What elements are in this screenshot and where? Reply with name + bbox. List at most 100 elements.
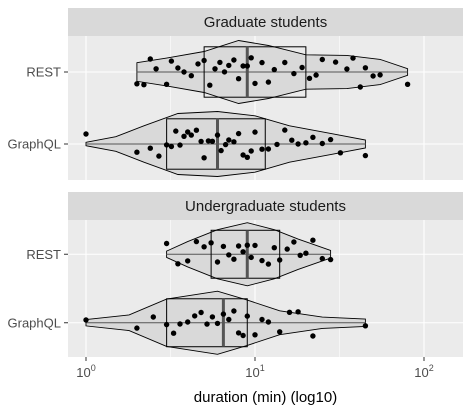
data-point bbox=[252, 332, 258, 338]
data-point bbox=[240, 332, 246, 339]
data-point bbox=[244, 313, 250, 319]
box-rest bbox=[210, 229, 281, 279]
facet-title: Graduate students bbox=[204, 14, 327, 31]
facet-strip bbox=[68, 192, 463, 220]
data-point bbox=[310, 237, 316, 243]
data-point bbox=[193, 127, 200, 133]
data-point bbox=[173, 128, 179, 134]
y-tick-label: GraphQL bbox=[8, 315, 61, 330]
data-point bbox=[217, 59, 223, 66]
data-point bbox=[295, 309, 301, 315]
y-tick-label: REST bbox=[26, 65, 61, 80]
data-point bbox=[319, 56, 325, 63]
data-point bbox=[226, 62, 232, 69]
data-point bbox=[83, 317, 89, 323]
data-point bbox=[185, 319, 191, 325]
data-point bbox=[362, 323, 369, 329]
data-point bbox=[235, 330, 242, 336]
data-point bbox=[240, 249, 246, 255]
data-point bbox=[327, 136, 334, 143]
data-point bbox=[193, 238, 200, 245]
data-point bbox=[208, 240, 214, 246]
data-point bbox=[306, 75, 313, 82]
data-point bbox=[259, 146, 265, 152]
data-point bbox=[252, 80, 258, 87]
data-point bbox=[291, 70, 297, 77]
x-tick-label: 101 bbox=[245, 363, 264, 380]
data-point bbox=[248, 55, 254, 61]
data-point bbox=[195, 61, 201, 67]
data-point bbox=[226, 252, 232, 258]
data-point bbox=[181, 69, 187, 75]
data-point bbox=[221, 69, 228, 75]
data-point bbox=[192, 313, 198, 319]
data-point bbox=[220, 311, 227, 317]
data-point bbox=[226, 137, 232, 143]
data-point bbox=[240, 63, 246, 69]
data-point bbox=[240, 152, 246, 158]
data-point bbox=[370, 73, 376, 79]
facet-panel-0: Graduate students REST GraphQL bbox=[8, 8, 463, 180]
facet-strip bbox=[68, 8, 463, 36]
data-point bbox=[271, 66, 277, 73]
data-point bbox=[274, 141, 280, 148]
data-point bbox=[259, 316, 265, 323]
facet-title: Undergraduate students bbox=[185, 198, 346, 215]
data-point bbox=[218, 147, 224, 154]
data-point bbox=[265, 261, 272, 267]
data-point bbox=[175, 65, 181, 71]
data-point bbox=[209, 138, 216, 144]
data-point bbox=[168, 143, 175, 150]
data-point bbox=[185, 129, 191, 135]
data-point bbox=[214, 132, 221, 138]
data-point bbox=[201, 57, 207, 64]
data-point bbox=[337, 150, 344, 156]
data-point bbox=[332, 59, 339, 65]
y-tick-label: GraphQL bbox=[8, 137, 61, 152]
data-point bbox=[163, 240, 170, 247]
data-point bbox=[284, 246, 290, 252]
data-point bbox=[168, 58, 175, 64]
data-point bbox=[259, 257, 265, 264]
data-point bbox=[147, 145, 153, 151]
data-point bbox=[134, 81, 140, 87]
data-point bbox=[252, 242, 258, 249]
data-point bbox=[185, 258, 191, 264]
data-point bbox=[170, 330, 177, 336]
data-point bbox=[134, 149, 140, 155]
facet-panel-1: Undergraduate students REST GraphQL bbox=[8, 192, 463, 357]
data-point bbox=[177, 321, 183, 327]
data-point bbox=[205, 138, 212, 144]
data-point bbox=[163, 81, 170, 88]
data-point bbox=[350, 55, 356, 61]
data-point bbox=[209, 314, 216, 320]
data-point bbox=[303, 250, 309, 256]
data-point bbox=[357, 84, 363, 90]
data-point bbox=[214, 259, 221, 265]
data-point bbox=[282, 127, 288, 133]
data-point bbox=[222, 141, 229, 148]
data-point bbox=[344, 66, 350, 72]
data-point bbox=[153, 66, 159, 72]
data-point bbox=[204, 321, 210, 327]
data-point bbox=[134, 325, 140, 331]
data-point bbox=[362, 65, 369, 71]
data-point bbox=[248, 148, 254, 154]
data-point bbox=[271, 245, 277, 251]
data-point bbox=[175, 261, 181, 267]
data-point bbox=[156, 153, 162, 159]
data-point bbox=[265, 319, 272, 325]
x-tick-label: 102 bbox=[414, 363, 433, 380]
x-tick-label: 100 bbox=[76, 363, 95, 380]
data-point bbox=[277, 257, 283, 263]
data-point bbox=[248, 254, 254, 261]
data-point bbox=[188, 73, 194, 79]
data-point bbox=[265, 79, 272, 85]
data-point bbox=[163, 142, 170, 148]
data-point bbox=[297, 252, 303, 258]
data-point bbox=[404, 81, 411, 88]
data-point bbox=[150, 314, 156, 320]
data-point bbox=[235, 130, 242, 137]
data-point bbox=[310, 333, 316, 339]
